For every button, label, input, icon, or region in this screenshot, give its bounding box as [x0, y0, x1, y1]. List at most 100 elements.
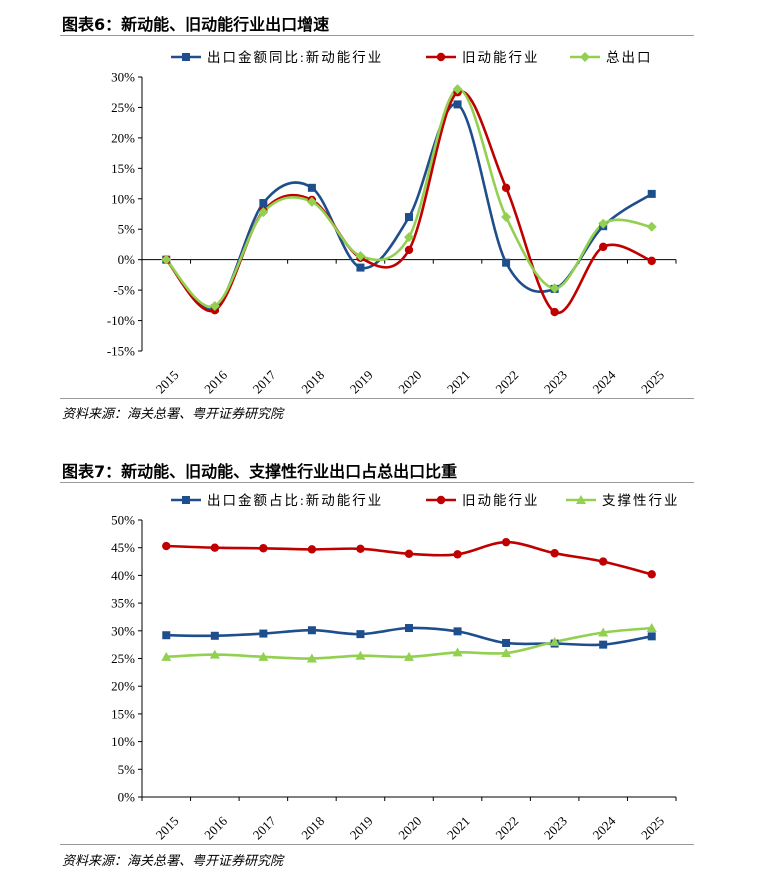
- x-tick-label: 2018: [298, 813, 327, 842]
- y-tick-label: 35%: [111, 596, 135, 611]
- x-tick-label: 2024: [590, 813, 619, 842]
- x-tick-label: 2023: [541, 813, 570, 842]
- data-point-series-1: [307, 626, 316, 635]
- data-point-series-3: [258, 651, 269, 661]
- legend-marker-2: [436, 495, 446, 505]
- data-point-series-1: [502, 638, 511, 647]
- x-tick-label: 2017: [250, 367, 279, 396]
- legend-marker-1: [182, 53, 190, 61]
- x-tick-label: 2025: [638, 367, 667, 396]
- data-point-series-1: [599, 640, 608, 649]
- x-tick-label: 2017: [250, 813, 279, 842]
- y-tick-label: 20%: [111, 679, 135, 694]
- data-point-series-1: [405, 624, 413, 633]
- figure-7-top-rule: [60, 482, 694, 483]
- x-tick-label: 2020: [395, 367, 424, 396]
- data-point-series-3: [501, 647, 512, 657]
- legend-label-3: 支撑性行业: [602, 493, 680, 508]
- data-point-series-3: [549, 636, 560, 646]
- data-point-series-2: [647, 570, 656, 579]
- data-point-series-1: [647, 189, 656, 198]
- y-tick-label: 15%: [111, 706, 135, 721]
- data-point-series-2: [453, 550, 462, 559]
- y-tick-label: 5%: [118, 762, 136, 777]
- y-tick-label: -5%: [113, 283, 135, 298]
- data-point-series-2: [210, 543, 220, 552]
- data-point-series-3: [598, 627, 609, 637]
- x-tick-label: 2015: [153, 367, 182, 396]
- x-tick-label: 2023: [541, 367, 570, 396]
- figure-7-line-chart: 0% 5% 10% 15% 20% 25% 30% 35% 40% 45% 50% 2015 2016 2…: [111, 493, 680, 842]
- x-tick-label: 2021: [444, 367, 473, 396]
- x-tick-label: 2016: [201, 813, 230, 842]
- data-point-series-1: [162, 631, 171, 640]
- figure-6-source-note: 资料来源：海关总署、粤开证券研究院: [62, 407, 284, 422]
- data-point-series-1: [259, 629, 268, 638]
- legend-marker-1: [182, 496, 190, 504]
- y-tick-label: 50%: [111, 513, 135, 528]
- legend-label-3: 总出口: [606, 50, 653, 65]
- y-tick-label: 0%: [118, 790, 136, 805]
- y-tick-label: 20%: [111, 130, 135, 145]
- y-tick-label: 40%: [111, 568, 135, 583]
- x-tick-label: 2015: [153, 813, 182, 842]
- data-point-series-2: [598, 557, 608, 566]
- data-point-series-2: [259, 544, 268, 553]
- data-point-series-2: [550, 307, 559, 317]
- series-line-3: [165, 87, 652, 309]
- data-point-series-3: [598, 218, 609, 229]
- data-point-series-3: [161, 254, 172, 265]
- x-tick-label: 2019: [347, 367, 376, 396]
- data-point-series-3: [549, 283, 560, 294]
- data-point-series-2: [404, 549, 414, 558]
- figure-7-bottom-rule: [60, 844, 694, 845]
- legend-label-2: 旧动能行业: [462, 50, 540, 65]
- x-tick-label: 2021: [444, 813, 473, 842]
- x-tick-label: 2016: [201, 367, 230, 396]
- legend-label-1: 出口金额同比:新动能行业: [207, 50, 383, 65]
- legend-label-1: 出口金额占比:新动能行业: [207, 493, 383, 508]
- legend-marker-2: [436, 52, 446, 62]
- figure-6-line-chart: -15% -10% -5% 0% 5% 10% 15% 20% 25% 30% 2015 2016 20…: [107, 50, 677, 396]
- x-tick-label: 2020: [395, 813, 424, 842]
- legend-label-2: 旧动能行业: [462, 493, 540, 508]
- y-tick-label: 10%: [111, 191, 135, 206]
- data-point-series-2: [550, 549, 559, 558]
- data-point-series-1: [356, 630, 365, 639]
- data-point-series-3: [404, 232, 414, 243]
- figure-6-title: 图表6：新动能、旧动能行业出口增速: [62, 15, 330, 34]
- data-point-series-1: [307, 183, 316, 192]
- data-point-series-2: [162, 541, 171, 551]
- data-point-series-3: [306, 653, 317, 663]
- data-point-series-3: [209, 649, 220, 659]
- data-point-series-1: [502, 258, 511, 267]
- data-point-series-3: [355, 650, 366, 660]
- y-tick-label: 5%: [118, 222, 136, 237]
- x-tick-label: 2018: [298, 367, 327, 396]
- figure-7-title: 图表7：新动能、旧动能、支撑性行业出口占总出口比重: [62, 462, 458, 481]
- data-point-series-3: [646, 221, 657, 232]
- data-point-series-3: [306, 196, 317, 207]
- y-tick-label: -15%: [107, 344, 135, 359]
- data-point-series-3: [209, 300, 220, 311]
- figure-7-source-note: 资料来源：海关总署、粤开证券研究院: [62, 854, 284, 869]
- figure-6-bottom-rule: [60, 398, 694, 399]
- data-point-series-2: [307, 545, 317, 554]
- data-point-series-1: [259, 199, 268, 208]
- data-point-series-3: [161, 651, 172, 661]
- y-tick-label: 25%: [111, 651, 135, 666]
- y-tick-label: 0%: [118, 252, 136, 267]
- series-line-1: [165, 103, 653, 311]
- x-tick-label: 2025: [638, 813, 667, 842]
- data-point-series-2: [647, 256, 656, 266]
- data-point-series-2: [356, 544, 365, 554]
- data-point-series-1: [453, 627, 462, 636]
- data-point-series-3: [646, 623, 657, 633]
- y-tick-label: 25%: [111, 100, 135, 115]
- series-line-2: [166, 540, 653, 576]
- data-point-series-2: [501, 183, 511, 193]
- legend-marker-3: [580, 52, 590, 62]
- x-tick-label: 2019: [347, 813, 376, 842]
- data-point-series-2: [598, 242, 608, 252]
- y-tick-label: 30%: [111, 623, 135, 638]
